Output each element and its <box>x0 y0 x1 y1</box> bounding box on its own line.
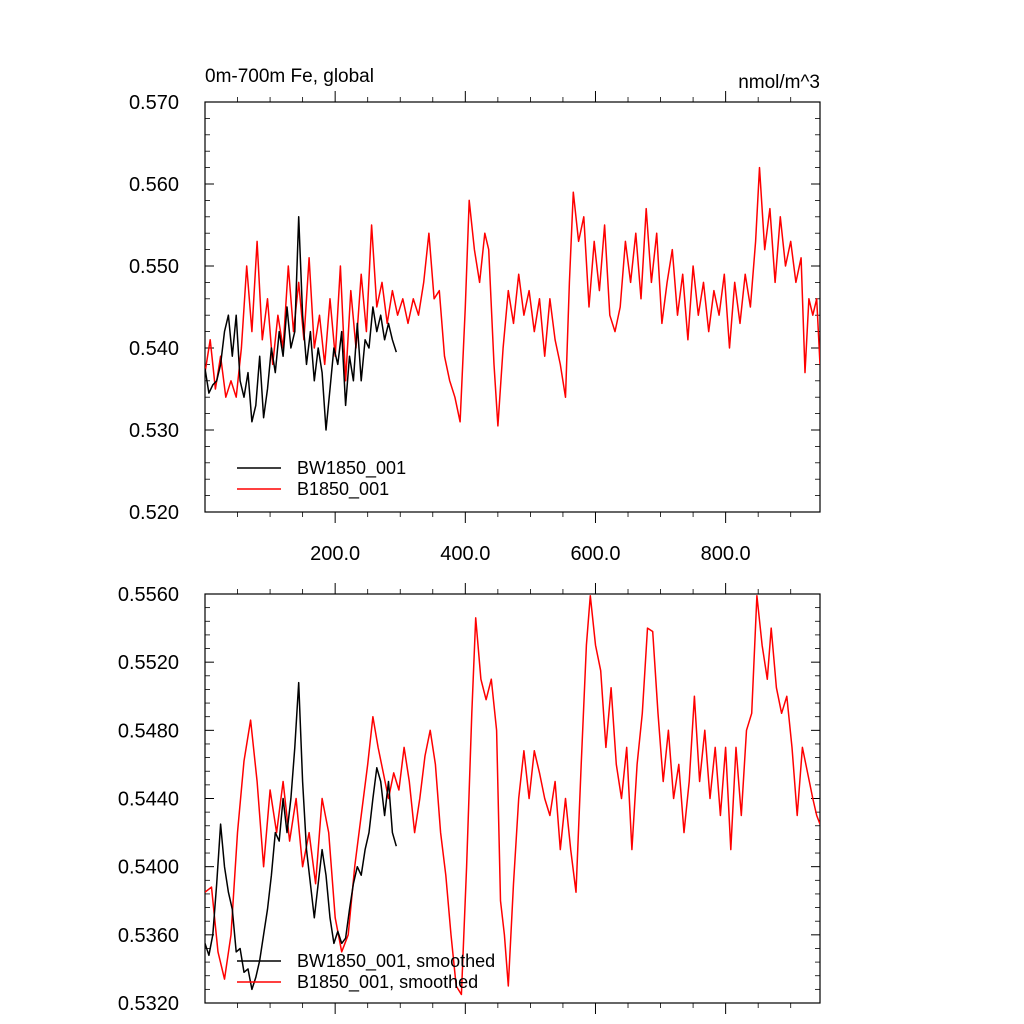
y-tick-label: 0.540 <box>129 338 179 360</box>
y-tick-label: 0.5480 <box>118 720 179 742</box>
y-tick-label: 0.5360 <box>118 925 179 947</box>
plot-frame <box>204 101 821 513</box>
y-tick-label: 0.530 <box>129 420 179 442</box>
y-tick-label: 0.560 <box>129 174 179 196</box>
y-tick-label: 0.570 <box>129 92 179 114</box>
x-tick-label: 400.0 <box>440 543 490 565</box>
legend-label: B1850_001, smoothed <box>297 972 478 993</box>
y-tick-label: 0.5320 <box>118 993 179 1015</box>
x-tick-label: 200.0 <box>310 543 360 565</box>
series-line-b1850-001 <box>205 166 820 427</box>
series-line-b1850-001-smoothed <box>205 594 820 996</box>
y-tick-label: 0.550 <box>129 256 179 278</box>
x-tick-label: 800.0 <box>701 543 751 565</box>
legend-label: B1850_001 <box>297 479 389 500</box>
figure-title: 0m-700m Fe, global <box>205 66 374 87</box>
legend-label: BW1850_001 <box>297 458 406 479</box>
series-line-bw1850-001-smoothed <box>205 681 398 991</box>
chart-panel-2: 0.5320 0.5360 0.5400 0.5440 0.5480 0.5520 0.55… <box>118 583 821 1015</box>
series-line-bw1850-001 <box>205 216 398 431</box>
y-tick-label: 0.5560 <box>118 584 179 606</box>
units-label: nmol/m^3 <box>738 72 820 93</box>
y-tick-label: 0.5520 <box>118 652 179 674</box>
x-tick-label: 600.0 <box>570 543 620 565</box>
y-tick-label: 0.520 <box>129 502 179 524</box>
y-tick-label: 0.5400 <box>118 857 179 879</box>
legend-label: BW1850_001, smoothed <box>297 951 495 972</box>
chart-panel-1: 0.520 0.530 0.540 0.550 0.560 0.570 200.0 400.0… <box>129 91 821 565</box>
y-tick-label: 0.5440 <box>118 789 179 811</box>
